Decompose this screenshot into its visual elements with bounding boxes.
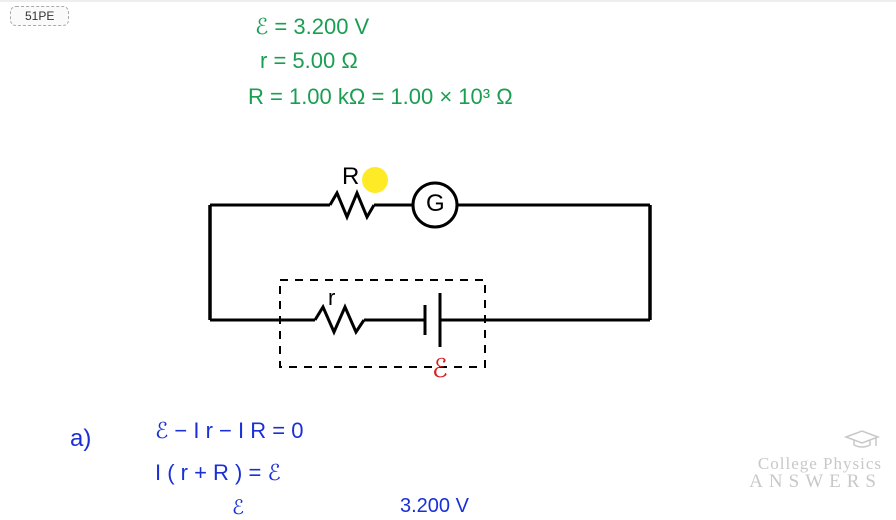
cursor-highlight: [362, 167, 388, 193]
eq3-right: 3.200 V: [400, 495, 469, 518]
problem-tag: 51PE: [10, 6, 69, 26]
watermark-line1: College Physics: [749, 455, 882, 472]
watermark-line2: ANSWERS: [749, 472, 882, 491]
eq3-left: ℰ: [232, 495, 244, 520]
circuit-diagram: R G r ℰ: [200, 175, 670, 405]
label-G: G: [426, 190, 445, 218]
top-rule: [0, 0, 896, 2]
watermark: College Physics ANSWERS: [749, 427, 882, 491]
eq1: ℰ − I r − I R = 0: [155, 418, 303, 444]
part-a-label: a): [70, 425, 91, 453]
label-R: R: [342, 163, 359, 191]
eq2: I ( r + R ) = ℰ: [155, 460, 281, 486]
mortarboard-icon: [842, 427, 882, 451]
label-r: r: [328, 285, 335, 311]
label-emf: ℰ: [432, 353, 448, 384]
given-R: R = 1.00 kΩ = 1.00 × 10³ Ω: [248, 84, 513, 110]
given-emf: ℰ = 3.200 V: [255, 14, 369, 40]
given-r: r = 5.00 Ω: [260, 48, 358, 74]
